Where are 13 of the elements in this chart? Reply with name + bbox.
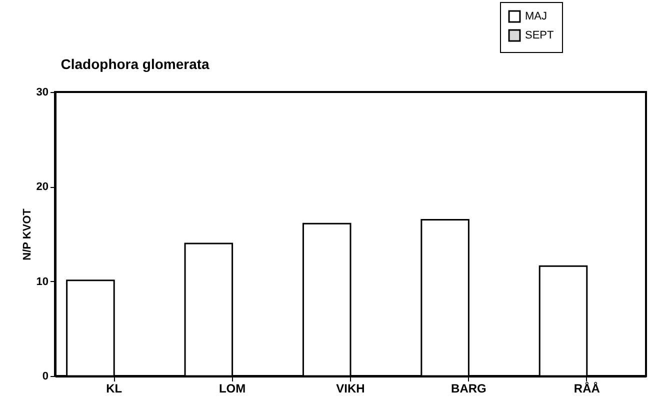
y-tick-label: 0 [42, 370, 48, 382]
x-tick-label: BARG [451, 382, 486, 396]
y-tick-label: 20 [36, 181, 48, 194]
legend-label: SEPT [525, 30, 554, 42]
chart-title: Cladophora glomerata [60, 56, 210, 72]
y-tick-label: 10 [36, 276, 48, 288]
legend-label: MAJ [525, 10, 547, 22]
y-tick-label: 30 [36, 86, 48, 98]
x-tick-label: RÅÅ [574, 382, 600, 396]
x-tick-label: LOM [218, 382, 246, 396]
x-tick-label: VIKH [336, 382, 365, 396]
y-axis-title: N/P KVOT [21, 208, 34, 260]
x-tick-label: KL [106, 382, 122, 396]
